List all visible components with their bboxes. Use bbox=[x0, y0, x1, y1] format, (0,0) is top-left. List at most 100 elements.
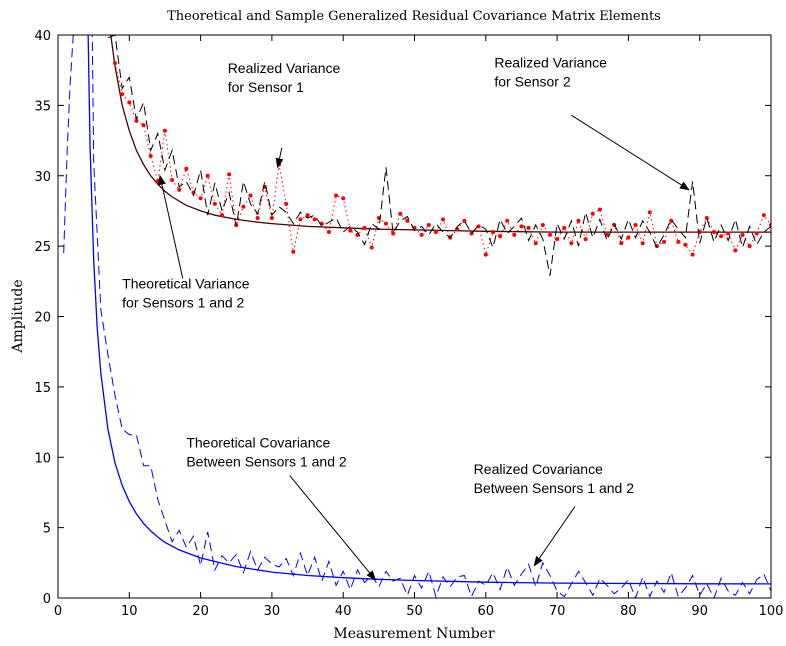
tick-layer: 0 10 20 30 40 50 60 70 80 90 100 0 5 10 15 20 25 30 35 40 bbox=[34, 29, 783, 619]
series-point-realized_variance_sensor1 bbox=[462, 218, 467, 223]
y-tick-label: 5 bbox=[43, 522, 51, 537]
series-point-realized_variance_sensor1 bbox=[383, 221, 388, 226]
series-point-realized_variance_sensor1 bbox=[526, 225, 531, 230]
series-point-realized_variance_sensor1 bbox=[205, 173, 210, 178]
series-point-realized_variance_sensor1 bbox=[120, 92, 125, 97]
series-line-realized_covariance bbox=[91, 35, 771, 598]
series-point-realized_variance_sensor1 bbox=[626, 235, 631, 240]
y-tick-label: 40 bbox=[34, 29, 51, 44]
series-point-realized_variance_sensor1 bbox=[540, 223, 545, 228]
series-point-realized_variance_sensor1 bbox=[255, 215, 260, 220]
series-point-realized_variance_sensor1 bbox=[326, 230, 331, 235]
series-point-realized_variance_sensor1 bbox=[555, 237, 560, 242]
series-point-realized_variance_sensor1 bbox=[711, 230, 716, 235]
x-tick-label: 50 bbox=[406, 604, 423, 619]
series-point-realized_variance_sensor1 bbox=[476, 224, 481, 229]
series-point-realized_variance_sensor1 bbox=[704, 215, 709, 220]
series-point-realized_variance_sensor1 bbox=[134, 118, 139, 123]
annotation-text: Realized Variance for Sensor 1 bbox=[228, 60, 341, 95]
series-point-realized_variance_sensor1 bbox=[312, 217, 317, 222]
annotation-line: Realized Variance bbox=[494, 54, 607, 70]
series-point-realized_variance_sensor1 bbox=[719, 234, 724, 239]
series-point-realized_variance_sensor1 bbox=[362, 225, 367, 230]
annotation-line: for Sensors 1 and 2 bbox=[122, 294, 244, 310]
series-point-realized_variance_sensor1 bbox=[405, 218, 410, 223]
series-point-realized_variance_sensor1 bbox=[747, 244, 752, 249]
series-point-realized_variance_sensor1 bbox=[562, 225, 567, 230]
series-point-realized_variance_sensor1 bbox=[683, 242, 688, 247]
series-point-realized_variance_sensor1 bbox=[498, 234, 503, 239]
series-line-theoretical_covariance bbox=[87, 35, 771, 585]
series-line-realized_covariance_left bbox=[63, 35, 74, 254]
series-point-realized_variance_sensor1 bbox=[669, 218, 674, 223]
annotation-arrow bbox=[275, 147, 284, 169]
series-point-realized_variance_sensor1 bbox=[441, 217, 446, 222]
series-point-realized_variance_sensor1 bbox=[583, 237, 588, 242]
series-point-realized_variance_sensor1 bbox=[576, 218, 581, 223]
series-point-realized_variance_sensor1 bbox=[569, 241, 574, 246]
y-tick-label: 15 bbox=[34, 381, 51, 396]
series-point-realized_variance_sensor1 bbox=[127, 100, 132, 105]
y-tick-label: 30 bbox=[34, 170, 51, 185]
series-point-realized_variance_sensor1 bbox=[605, 232, 610, 237]
series-point-realized_variance_sensor1 bbox=[170, 177, 175, 182]
series-point-realized_variance_sensor1 bbox=[369, 245, 374, 250]
annotation-arrow bbox=[289, 475, 376, 581]
series-point-realized_variance_sensor1 bbox=[177, 187, 182, 192]
x-tick-label: 30 bbox=[264, 604, 281, 619]
series-point-realized_variance_sensor1 bbox=[298, 217, 303, 222]
series-point-realized_variance_sensor1 bbox=[148, 154, 153, 159]
series-point-realized_variance_sensor1 bbox=[198, 196, 203, 201]
series-point-realized_variance_sensor1 bbox=[284, 201, 289, 206]
series-point-realized_variance_sensor1 bbox=[519, 224, 524, 229]
series-point-realized_variance_sensor1 bbox=[241, 204, 246, 209]
series-point-realized_variance_sensor1 bbox=[483, 252, 488, 257]
x-tick-label: 10 bbox=[121, 604, 138, 619]
annotation-line: Realized Covariance bbox=[474, 461, 603, 477]
annotation-text: Theoretical Variance for Sensors 1 and 2 bbox=[122, 275, 250, 310]
annotation-line: Theoretical Covariance bbox=[186, 434, 330, 450]
annotation-arrow bbox=[158, 174, 184, 279]
series-point-realized_variance_sensor1 bbox=[291, 249, 296, 254]
series-point-realized_variance_sensor1 bbox=[740, 232, 745, 237]
plot-area bbox=[58, 35, 771, 598]
annotation-line: Between Sensors 1 and 2 bbox=[474, 480, 635, 496]
series-point-realized_variance_sensor1 bbox=[761, 213, 766, 218]
series-point-realized_variance_sensor1 bbox=[619, 241, 624, 246]
x-tick-label: 40 bbox=[335, 604, 352, 619]
annotation-text: Realized Covariance Between Sensors 1 and… bbox=[474, 461, 635, 496]
series-point-realized_variance_sensor1 bbox=[398, 211, 403, 216]
x-tick-label: 0 bbox=[54, 604, 62, 619]
series-point-realized_variance_sensor1 bbox=[490, 230, 495, 235]
series-point-realized_variance_sensor1 bbox=[590, 211, 595, 216]
series-line-realized_variance_sensor2 bbox=[107, 35, 771, 276]
annotation-line: Realized Variance bbox=[228, 60, 341, 76]
annotation-line: for Sensor 2 bbox=[494, 73, 570, 89]
series-point-realized_variance_sensor1 bbox=[754, 231, 759, 236]
y-tick-label: 20 bbox=[34, 311, 51, 326]
series-point-realized_variance_sensor1 bbox=[505, 218, 510, 223]
series-point-realized_variance_sensor1 bbox=[640, 241, 645, 246]
series-point-realized_variance_sensor1 bbox=[512, 232, 517, 237]
annotation-line: for Sensor 1 bbox=[228, 79, 304, 95]
series-point-realized_variance_sensor1 bbox=[334, 193, 339, 198]
series-point-realized_variance_sensor1 bbox=[419, 232, 424, 237]
annotation-text: Realized Variance for Sensor 2 bbox=[494, 54, 607, 89]
series-point-realized_variance_sensor1 bbox=[690, 252, 695, 257]
series-point-realized_variance_sensor1 bbox=[348, 228, 353, 233]
annotation-line: Theoretical Variance bbox=[122, 275, 250, 291]
y-tick-label: 10 bbox=[34, 451, 51, 466]
series-point-realized_variance_sensor1 bbox=[219, 213, 224, 218]
x-tick-label: 80 bbox=[620, 604, 637, 619]
x-tick-label: 100 bbox=[759, 604, 784, 619]
y-tick-label: 0 bbox=[43, 592, 51, 607]
series-point-realized_variance_sensor1 bbox=[726, 231, 731, 236]
x-tick-label: 90 bbox=[691, 604, 708, 619]
series-point-realized_variance_sensor1 bbox=[212, 201, 217, 206]
series-point-realized_variance_sensor1 bbox=[305, 213, 310, 218]
x-tick-label: 70 bbox=[549, 604, 566, 619]
annotation-arrow bbox=[571, 114, 690, 191]
chart-title: Theoretical and Sample Generalized Resid… bbox=[167, 9, 661, 24]
